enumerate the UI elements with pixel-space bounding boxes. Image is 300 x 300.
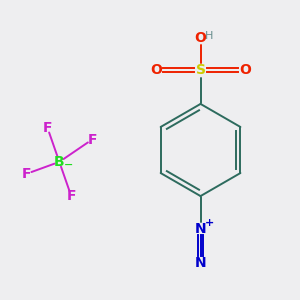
Text: O: O xyxy=(150,63,162,77)
Text: F: F xyxy=(43,121,52,135)
Text: +: + xyxy=(205,218,214,228)
Text: O: O xyxy=(239,63,251,77)
Text: O: O xyxy=(194,31,206,45)
Text: F: F xyxy=(87,133,97,147)
Text: H: H xyxy=(205,31,213,41)
Text: B: B xyxy=(54,155,65,169)
Text: F: F xyxy=(67,189,76,203)
Text: N: N xyxy=(195,222,206,236)
Text: N: N xyxy=(195,256,206,270)
Text: S: S xyxy=(196,63,206,77)
Text: F: F xyxy=(22,167,32,181)
Text: −: − xyxy=(64,160,73,170)
